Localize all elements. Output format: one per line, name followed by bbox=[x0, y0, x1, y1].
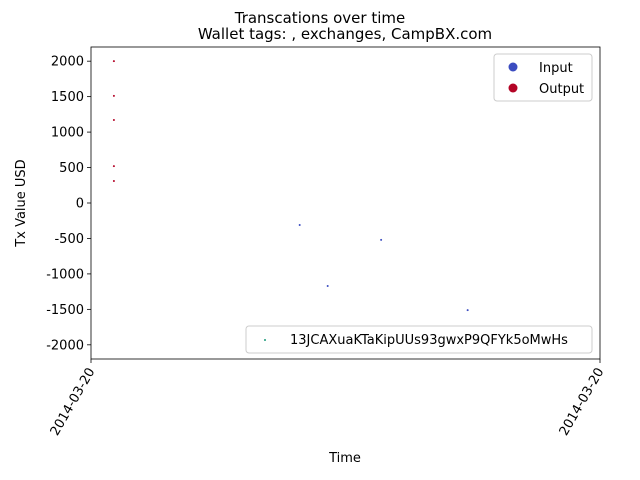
x-axis-label: Time bbox=[328, 451, 361, 466]
y-tick-label: 2000 bbox=[51, 55, 84, 70]
data-point-output-1 bbox=[112, 94, 115, 97]
data-point-input-3 bbox=[466, 309, 469, 312]
data-point-output-3 bbox=[112, 165, 115, 168]
legend-marker-input bbox=[508, 62, 518, 72]
chart-suptitle: Transcations over time bbox=[234, 9, 406, 27]
data-point-input-0 bbox=[298, 223, 301, 226]
y-tick-label: 1000 bbox=[51, 126, 84, 141]
data-point-output-2 bbox=[112, 119, 115, 122]
axes-frame bbox=[90, 46, 601, 360]
chart-title: Wallet tags: , exchanges, CampBX.com bbox=[198, 25, 492, 43]
legend-label-input: Input bbox=[539, 61, 573, 76]
y-tick-label: -1500 bbox=[46, 303, 84, 318]
data-point-input-1 bbox=[326, 284, 329, 287]
y-tick-label: -500 bbox=[54, 232, 84, 247]
legend-classes bbox=[493, 53, 593, 102]
y-tick-label: 500 bbox=[59, 161, 84, 176]
legend-label-wallet: 13JCAXuaKTaKipUUs93gwxP9QFYk5oMwHs bbox=[290, 333, 568, 348]
y-tick-label: 0 bbox=[76, 197, 84, 212]
legend-wallet bbox=[245, 325, 593, 354]
y-tick-label: -2000 bbox=[46, 338, 84, 353]
y-tick-label: 1500 bbox=[51, 90, 84, 105]
legend-marker-wallet bbox=[264, 339, 266, 341]
x-tick-label: 2014-03-20 bbox=[48, 366, 99, 439]
y-axis-label: Tx Value USD bbox=[14, 159, 29, 247]
data-point-output-4 bbox=[112, 180, 115, 183]
y-tick-label: -1000 bbox=[46, 267, 84, 282]
data-point-output-0 bbox=[112, 60, 115, 63]
legend-marker-output bbox=[508, 83, 518, 93]
legend-label-output: Output bbox=[539, 82, 584, 97]
x-tick-label: 2014-03-20 bbox=[557, 366, 608, 439]
data-point-input-2 bbox=[380, 238, 383, 241]
